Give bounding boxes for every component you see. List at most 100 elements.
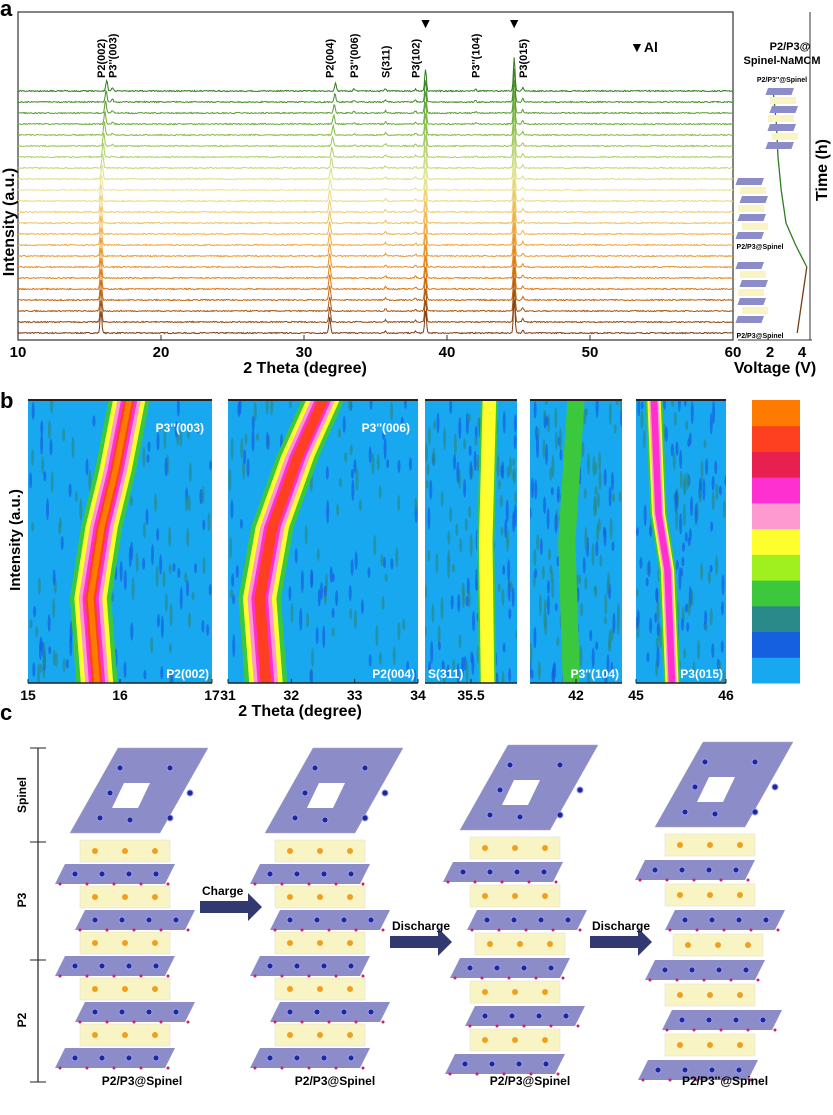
- panel-b-heatmap: 15 16 17 P2(002) P3''(003) 31 32 33 34 P2(004) P3'…: [7, 399, 800, 720]
- na-layer: [772, 133, 798, 140]
- oxygen-atom: [307, 882, 311, 886]
- noise-cell: [35, 626, 39, 638]
- oxygen-atom: [112, 974, 116, 978]
- noise-cell: [474, 436, 478, 446]
- peak-label: P2(002): [96, 39, 108, 78]
- tm-atom: [556, 811, 564, 819]
- tm-layer: [450, 958, 570, 978]
- x-axis-label: 2 Theta (degree): [238, 703, 362, 720]
- tm-atom: [515, 1060, 523, 1068]
- tm-atom: [118, 1008, 126, 1016]
- noise-cell: [145, 508, 149, 526]
- voltage-curve-charge: [796, 266, 808, 334]
- noise-cell: [690, 401, 694, 425]
- noise-cell: [679, 513, 683, 535]
- x-tick-label: 10: [10, 344, 27, 361]
- tm-layer: [765, 88, 794, 95]
- noise-cell: [459, 538, 463, 553]
- noise-cell: [673, 411, 677, 427]
- noise-cell: [355, 467, 359, 492]
- noise-cell: [52, 569, 56, 586]
- noise-cell: [130, 622, 134, 641]
- tm-atom: [266, 1054, 274, 1062]
- noise-cell: [596, 522, 600, 543]
- oxygen-atom: [307, 1066, 311, 1070]
- na-atom: [122, 986, 128, 992]
- noise-cell: [556, 486, 560, 504]
- tm-atom: [116, 764, 124, 772]
- x-tick-label: 31: [220, 687, 236, 703]
- oxygen-atom: [85, 882, 89, 886]
- noise-cell: [554, 431, 558, 451]
- noise-cell: [179, 586, 183, 610]
- noise-cell: [499, 495, 503, 508]
- na-layer: [768, 115, 794, 122]
- right-arrow-icon: [200, 893, 262, 921]
- oxygen-atom: [507, 976, 511, 980]
- oxygen-atom: [132, 928, 136, 932]
- na-atom: [287, 848, 293, 854]
- tm-atom: [266, 870, 274, 878]
- noise-cell: [350, 468, 354, 479]
- noise-cell: [610, 661, 614, 679]
- tm-atom: [98, 1054, 106, 1062]
- na-atom: [122, 1032, 128, 1038]
- noise-cell: [655, 587, 659, 603]
- peak-band: [85, 400, 135, 683]
- tm-layer: [765, 142, 794, 149]
- oxygen-atom: [139, 974, 143, 978]
- noise-cell: [265, 431, 269, 450]
- noise-cell: [52, 649, 56, 667]
- voltage-tick-label: 4: [798, 344, 807, 361]
- oxygen-atom: [529, 1072, 533, 1076]
- noise-cell: [207, 512, 211, 532]
- na-layer: [738, 289, 764, 296]
- noise-cell: [31, 521, 35, 532]
- noise-cell: [325, 466, 329, 480]
- noise-cell: [206, 624, 210, 636]
- noise-cell: [350, 559, 354, 576]
- x-axis-label: 2 Theta (degree): [243, 360, 367, 377]
- x-tick-label: 60: [725, 344, 742, 361]
- noise-cell: [508, 668, 512, 683]
- noise-cell: [640, 409, 644, 430]
- spinel-vacancy: [697, 777, 735, 802]
- noise-cell: [579, 645, 583, 668]
- na-atom: [512, 893, 518, 899]
- noise-cell: [654, 612, 658, 624]
- na-atom: [707, 892, 713, 898]
- tm-atom: [106, 789, 114, 797]
- noise-cell: [353, 609, 357, 630]
- na-atom: [122, 940, 128, 946]
- tm-atom: [496, 786, 504, 794]
- na-atom: [542, 989, 548, 995]
- noise-cell: [194, 563, 198, 574]
- noise-cell: [513, 434, 517, 450]
- noise-cell: [88, 469, 92, 492]
- colorbar-segment: [752, 580, 800, 607]
- oxygen-atom: [381, 1020, 385, 1024]
- xrd-trace: [17, 167, 734, 203]
- peak-band: [650, 400, 676, 683]
- noise-cell: [608, 486, 612, 507]
- noise-cell: [636, 588, 639, 597]
- noise-cell: [616, 613, 620, 636]
- noise-cell: [455, 523, 459, 537]
- noise-cell: [656, 598, 660, 623]
- inset-title-2: Spinel-NaMCM: [744, 55, 821, 67]
- tm-atom: [556, 761, 564, 769]
- oxygen-atom: [280, 1066, 284, 1070]
- noise-cell: [230, 588, 234, 599]
- na-atom: [287, 940, 293, 946]
- tm-layer: [767, 124, 796, 131]
- noise-cell: [554, 407, 558, 429]
- arrow-label: Charge: [202, 884, 244, 898]
- xrd-trace: [17, 245, 734, 280]
- oxygen-atom: [253, 882, 257, 886]
- noise-cell: [135, 552, 139, 572]
- noise-cell: [201, 619, 205, 633]
- na-atom: [122, 848, 128, 854]
- noise-cell: [507, 559, 511, 582]
- xrd-trace: [17, 57, 734, 93]
- noise-cell: [457, 594, 461, 613]
